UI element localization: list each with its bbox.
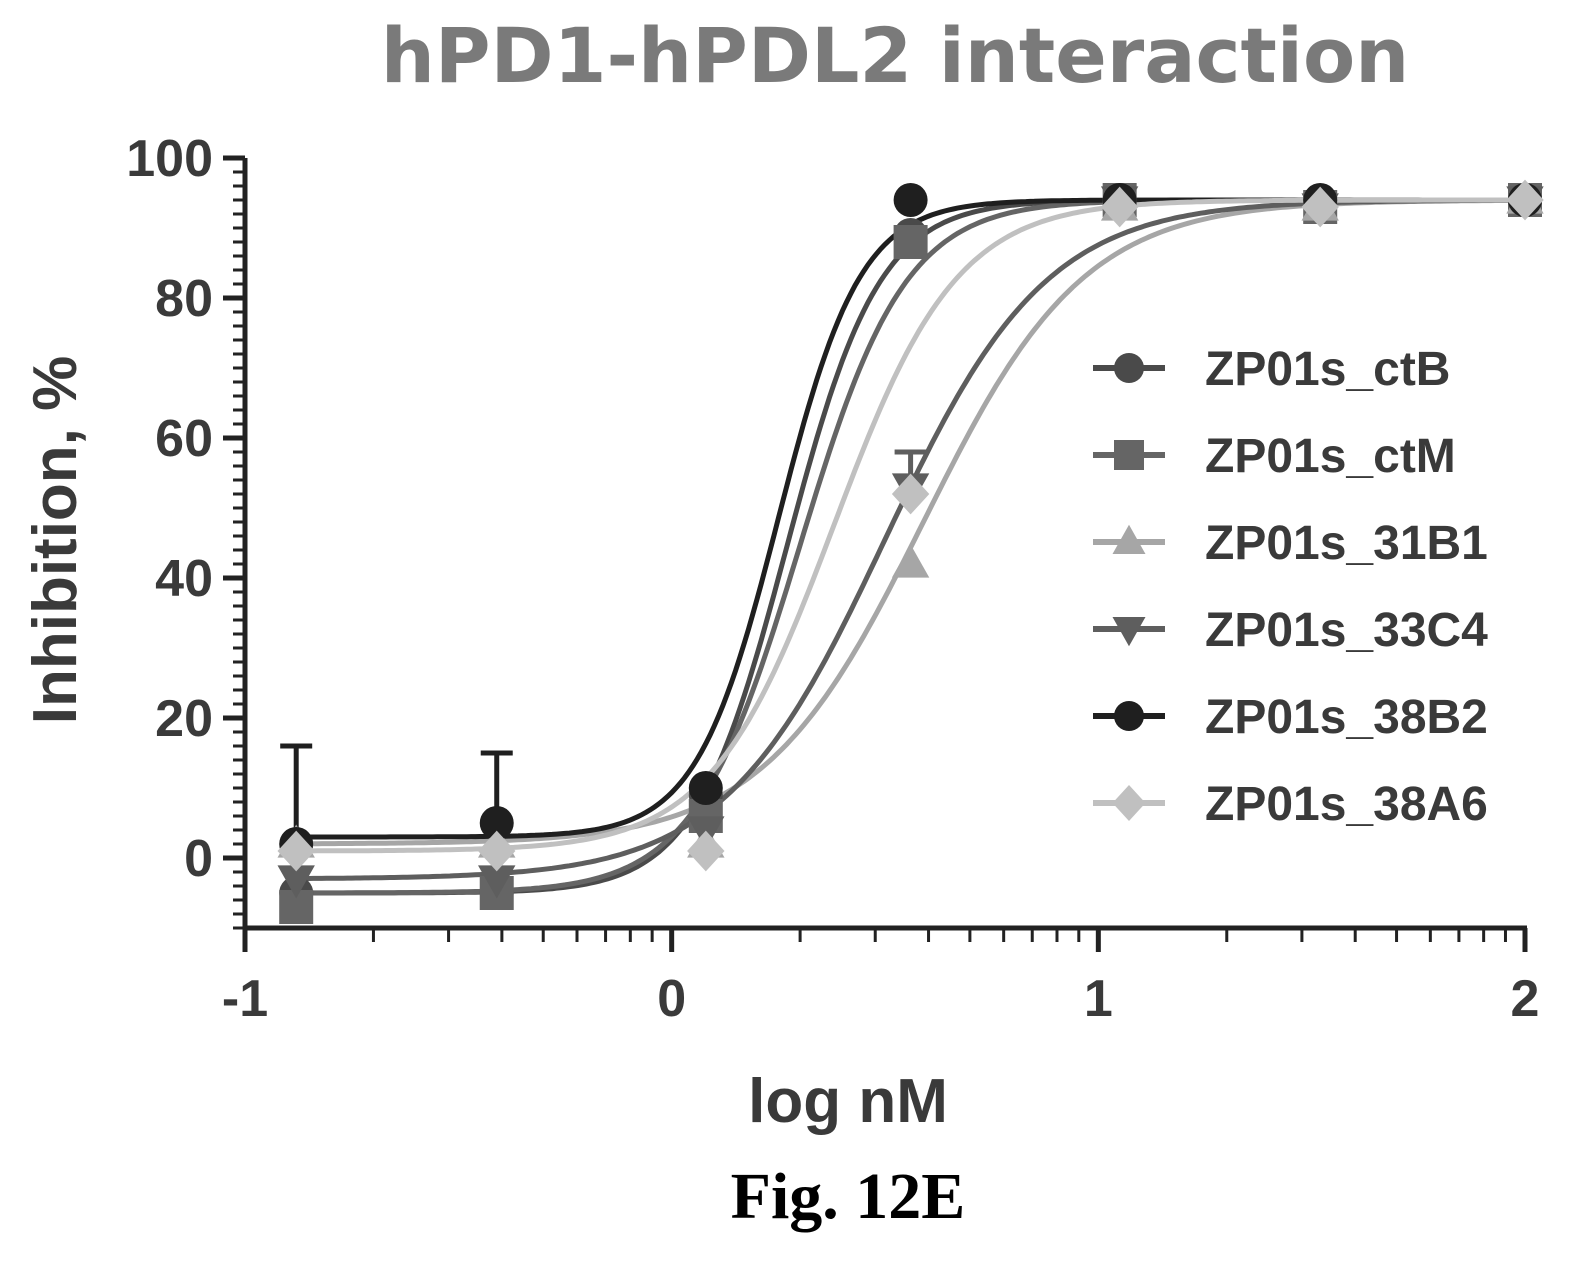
data-point-ZP01s_33C4 bbox=[277, 865, 315, 899]
y-tick-label: 60 bbox=[155, 410, 213, 468]
legend-item: ZP01s_31B1 bbox=[1093, 517, 1488, 570]
legend-label: ZP01s_38A6 bbox=[1205, 778, 1488, 831]
y-tick-label: 0 bbox=[184, 830, 213, 888]
y-tick-label: 80 bbox=[155, 270, 213, 328]
data-point-ZP01s_38A6 bbox=[277, 830, 315, 872]
legend-item: ZP01s_33C4 bbox=[1093, 604, 1488, 657]
x-tick-label: 2 bbox=[1511, 970, 1540, 1028]
x-tick-label: 1 bbox=[1084, 970, 1113, 1028]
legend-item: ZP01s_38B2 bbox=[1093, 691, 1488, 744]
legend-label: ZP01s_ctB bbox=[1205, 343, 1450, 396]
legend-item: ZP01s_ctB bbox=[1093, 343, 1450, 396]
data-point-ZP01s_ctM bbox=[893, 225, 928, 259]
legend-swatch-marker bbox=[1112, 524, 1146, 554]
x-tick-label: -1 bbox=[222, 970, 268, 1028]
y-tick-label: 40 bbox=[155, 550, 213, 608]
data-point-ZP01s_38A6 bbox=[1506, 179, 1544, 221]
y-tick-label: 100 bbox=[126, 130, 213, 188]
legend-swatch-marker bbox=[1112, 617, 1146, 647]
legend-swatch-marker bbox=[1112, 785, 1146, 821]
y-axis-label: Inhibition, % bbox=[21, 356, 90, 725]
legend-label: ZP01s_33C4 bbox=[1205, 604, 1488, 657]
legend-label: ZP01s_38B2 bbox=[1205, 691, 1488, 744]
data-point-ZP01s_38A6 bbox=[1301, 186, 1339, 228]
legend-swatch-marker bbox=[1114, 353, 1144, 383]
legend-item: ZP01s_38A6 bbox=[1093, 778, 1488, 831]
data-point-ZP01s_38A6 bbox=[1100, 186, 1139, 228]
legend: ZP01s_ctB ZP01s_ctM ZP01s_31B1 ZP01s_33C4 ZP… bbox=[1093, 343, 1488, 831]
data-point-ZP01s_38A6 bbox=[891, 473, 930, 515]
data-point-ZP01s_31B1 bbox=[891, 544, 930, 578]
data-point-ZP01s_38B2 bbox=[479, 806, 514, 840]
x-axis-label: log nM bbox=[748, 1067, 948, 1136]
legend-swatch-marker bbox=[1114, 701, 1144, 731]
figure-caption: Fig. 12E bbox=[731, 1160, 966, 1233]
data-point-ZP01s_38B2 bbox=[893, 183, 928, 217]
data-point-ZP01s_33C4 bbox=[478, 865, 516, 899]
x-tick-label: 0 bbox=[657, 970, 686, 1028]
data-markers bbox=[277, 179, 1544, 924]
legend-item: ZP01s_ctM bbox=[1093, 430, 1456, 483]
data-point-ZP01s_38A6 bbox=[687, 830, 725, 872]
data-point-ZP01s_38A6 bbox=[478, 830, 516, 872]
y-tick-label: 20 bbox=[155, 690, 213, 748]
legend-swatch-marker bbox=[1114, 440, 1144, 470]
legend-label: ZP01s_31B1 bbox=[1205, 517, 1488, 570]
axes: 0 20 40 60 80 100 -1 0 1 2 bbox=[126, 130, 1539, 1028]
data-point-ZP01s_38B2 bbox=[688, 771, 723, 805]
legend-label: ZP01s_ctM bbox=[1205, 430, 1456, 483]
chart-title: hPD1-hPDL2 interaction bbox=[381, 11, 1410, 100]
